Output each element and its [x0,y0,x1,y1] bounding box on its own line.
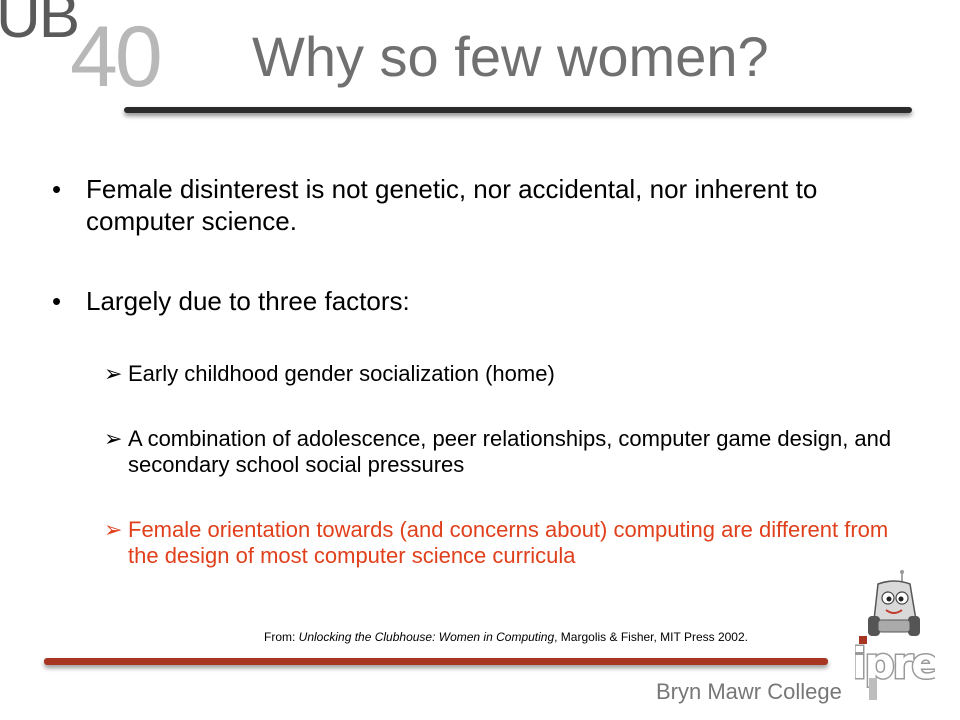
slide-title: Why so few women? [252,25,769,88]
college-name: Bryn Mawr College [656,679,842,704]
arrow-bullet-icon: ➢ [104,361,123,386]
sub-bullet-text: Female orientation towards (and concerns… [128,517,889,568]
sub-bullet-text: Early childhood gender socialization (ho… [128,361,555,386]
arrow-bullet-icon: ➢ [104,426,123,451]
ipre-logo: ipre [855,636,935,700]
citation-prefix: From: [264,630,299,644]
bullet-text: Female disinterest is not genetic, nor a… [86,174,818,236]
logo-40-number: 40 [70,9,163,105]
title-divider [124,107,912,113]
footer-divider [44,658,828,665]
citation-book-title: Unlocking the Clubhouse: Women in Comput… [298,630,555,644]
citation: From: Unlocking the Clubhouse: Women in … [264,630,748,644]
bullet-text: Largely due to three factors: [86,286,410,316]
arrow-bullet-icon: ➢ [104,517,123,542]
ipre-logo-text: ipre [855,639,935,688]
logo-ub-letters: UB [0,0,80,51]
scribbler-robot-icon [868,570,920,636]
bullet-marker: • [52,174,62,204]
sub-bullet-text: A combination of adolescence, peer relat… [128,426,892,477]
citation-suffix: , Margolis & Fisher, MIT Press 2002. [554,630,748,644]
bullet-marker: • [52,286,62,316]
